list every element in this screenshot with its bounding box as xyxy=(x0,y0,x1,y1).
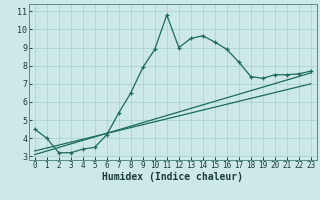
X-axis label: Humidex (Indice chaleur): Humidex (Indice chaleur) xyxy=(102,172,243,182)
